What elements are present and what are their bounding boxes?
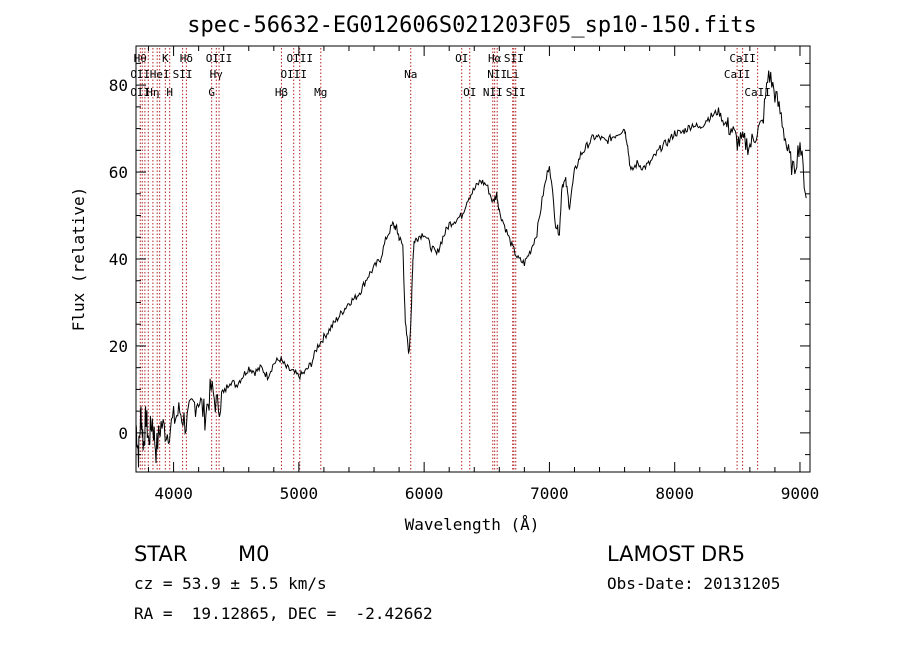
x-tick-label: 6000 xyxy=(405,484,444,503)
line-label: Hδ xyxy=(180,52,193,65)
line-label: Hβ xyxy=(275,86,289,99)
line-label: OII xyxy=(130,86,150,99)
y-tick-label: 40 xyxy=(109,250,128,269)
y-tick-label: 80 xyxy=(109,76,128,95)
x-tick-label: 4000 xyxy=(154,484,193,503)
spectrum-layer xyxy=(135,70,807,468)
x-tick-label: 8000 xyxy=(655,484,694,503)
line-label: CaII xyxy=(744,86,771,99)
line-label: HeI xyxy=(150,68,170,81)
line-label: NII xyxy=(483,86,503,99)
x-tick-label: 9000 xyxy=(781,484,820,503)
line-label: SII xyxy=(506,86,526,99)
observation-date: Obs-Date: 20131205 xyxy=(607,574,781,593)
line-label: NII xyxy=(487,68,507,81)
y-tick-label: 20 xyxy=(109,337,128,356)
line-label: OIII xyxy=(286,52,313,65)
line-label: CaII xyxy=(724,68,751,81)
x-tick-label: 7000 xyxy=(530,484,569,503)
plot-frame xyxy=(135,45,811,473)
line-label: Hη xyxy=(146,86,159,99)
line-label: OII xyxy=(130,68,150,81)
survey-name: LAMOST DR5 xyxy=(607,542,746,566)
x-tick-label: 5000 xyxy=(280,484,319,503)
line-label: K xyxy=(162,52,169,65)
object-subclass: M0 xyxy=(238,542,270,566)
line-label: CaII xyxy=(729,52,756,65)
y-axis-ticks: 0 20 40 60 80 xyxy=(109,62,810,456)
line-label: OI xyxy=(463,86,476,99)
spectrum-line xyxy=(135,70,807,468)
line-label: Na xyxy=(404,68,417,81)
chart-title: spec-56632-EG012606S021203F05_sp10-150.f… xyxy=(187,13,757,38)
line-label: Hα xyxy=(488,52,502,65)
line-label: H xyxy=(166,86,173,99)
x-axis-ticks: 4000 5000 6000 7000 8000 9000 xyxy=(148,46,820,503)
y-tick-label: 60 xyxy=(109,163,128,182)
line-label: OIII xyxy=(280,68,307,81)
line-label: SII xyxy=(173,68,193,81)
line-label: OIII xyxy=(206,52,233,65)
line-label: OI xyxy=(455,52,468,65)
line-label: Hθ xyxy=(134,52,147,65)
coordinates: RA = 19.12865, DEC = -2.42662 xyxy=(134,604,433,623)
line-label: G xyxy=(208,86,215,99)
line-label: Li xyxy=(506,68,519,81)
line-label: Hγ xyxy=(210,68,224,81)
line-label: Mg xyxy=(314,86,327,99)
line-label: SII xyxy=(504,52,524,65)
x-axis-label: Wavelength (Å) xyxy=(405,515,540,534)
redshift-velocity: cz = 53.9 ± 5.5 km/s xyxy=(134,574,327,593)
emission-lines-layer: HθOIIOIIHηHeIKHSIIHδGHγOIIIHβOIIIOIIIMgN… xyxy=(130,48,771,472)
y-tick-label: 0 xyxy=(118,424,128,443)
y-axis-label: Flux (relative) xyxy=(69,187,88,332)
object-type: STAR xyxy=(134,542,188,566)
